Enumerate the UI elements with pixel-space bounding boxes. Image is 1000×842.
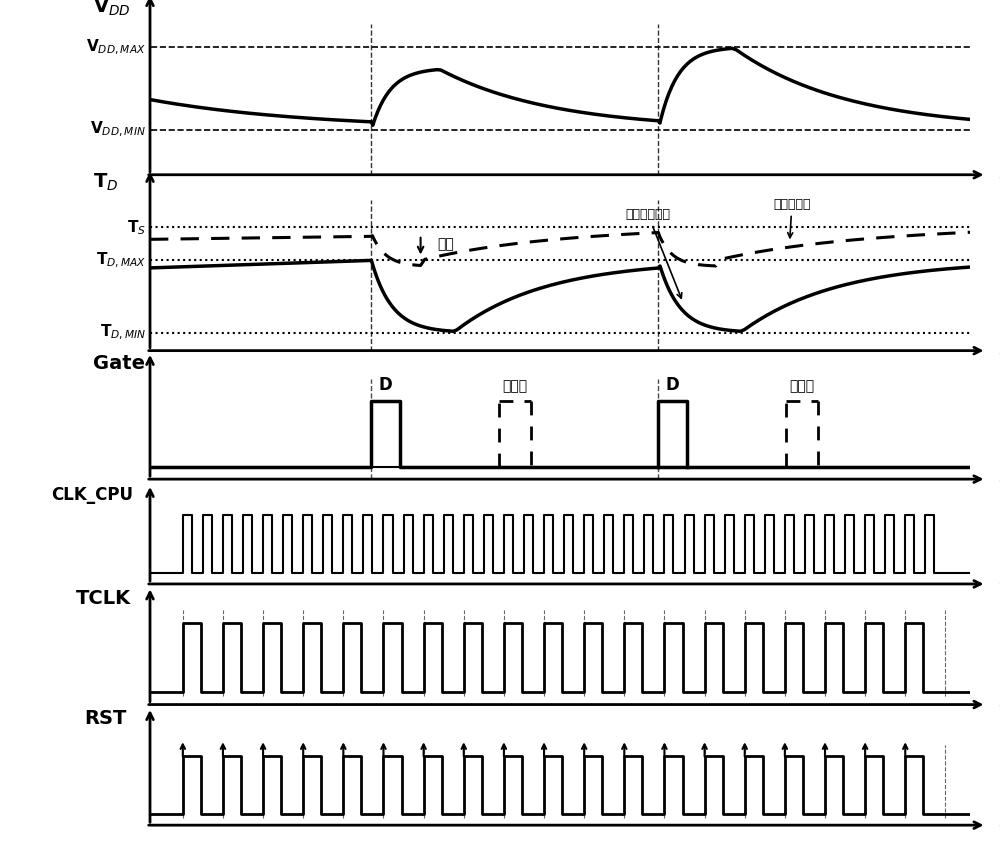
Text: t: t [999, 578, 1000, 596]
Text: D: D [378, 376, 392, 394]
Text: V$_{DD, MIN}$: V$_{DD, MIN}$ [90, 120, 146, 139]
Text: TCLK: TCLK [76, 589, 131, 608]
Text: t: t [999, 475, 1000, 493]
Text: RST: RST [84, 709, 127, 728]
Text: T$_{D, MIN}$: T$_{D, MIN}$ [100, 323, 146, 342]
Text: T$_D$: T$_D$ [93, 172, 118, 194]
Text: V$_{DD, MAX}$: V$_{DD, MAX}$ [86, 37, 146, 56]
Text: t: t [999, 348, 1000, 366]
Text: T$_{D, MAX}$: T$_{D, MAX}$ [96, 251, 146, 270]
Text: t: t [999, 700, 1000, 717]
Text: 关键路径延迟: 关键路径延迟 [626, 208, 682, 298]
Text: 延迟线延迟: 延迟线延迟 [773, 198, 811, 237]
Text: CLK_CPU: CLK_CPU [52, 486, 134, 504]
Text: t: t [999, 172, 1000, 190]
Text: t: t [999, 820, 1000, 839]
Text: 裕度: 裕度 [437, 237, 454, 251]
Text: Gate: Gate [93, 354, 145, 373]
Text: V$_{DD}$: V$_{DD}$ [93, 0, 130, 18]
Text: 跨周期: 跨周期 [502, 379, 527, 392]
Text: D: D [665, 376, 679, 394]
Text: T$_S$: T$_S$ [127, 218, 146, 237]
Text: 跨周期: 跨周期 [789, 379, 814, 392]
